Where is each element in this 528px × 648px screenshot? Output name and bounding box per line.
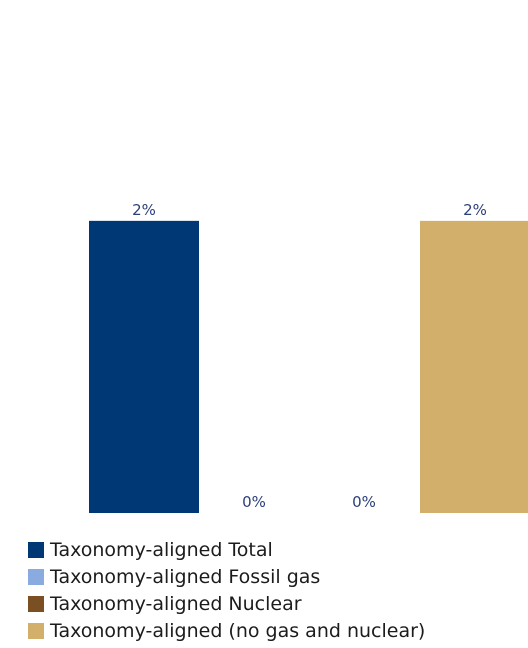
data-label-total: 2% — [132, 201, 156, 219]
legend-swatch-no-gas-nuclear — [28, 622, 44, 639]
legend-item-nuclear: Taxonomy-aligned Nuclear — [28, 590, 425, 617]
legend-item-no-gas-nuclear: Taxonomy-aligned (no gas and nuclear) — [28, 617, 425, 644]
legend-item-fossil-gas: Taxonomy-aligned Fossil gas — [28, 563, 425, 590]
legend-swatch-total — [28, 541, 44, 558]
legend-label-fossil-gas: Taxonomy-aligned Fossil gas — [50, 565, 321, 588]
chart-legend: Taxonomy-aligned Total Taxonomy-aligned … — [28, 536, 425, 644]
legend-label-no-gas-nuclear: Taxonomy-aligned (no gas and nuclear) — [50, 619, 426, 642]
bar-chart: 2% 0% 0% 2% — [89, 201, 528, 513]
legend-swatch-nuclear — [28, 595, 44, 612]
data-label-nuclear: 0% — [352, 493, 376, 511]
legend-label-nuclear: Taxonomy-aligned Nuclear — [50, 592, 302, 615]
data-label-no-gas-nuclear: 2% — [463, 201, 487, 219]
data-label-fossil-gas: 0% — [242, 493, 266, 511]
bar-total — [89, 220, 199, 513]
legend-item-total: Taxonomy-aligned Total — [28, 536, 425, 563]
bar-no-gas-nuclear — [420, 220, 528, 513]
legend-label-total: Taxonomy-aligned Total — [50, 538, 273, 561]
legend-swatch-fossil-gas — [28, 568, 44, 585]
